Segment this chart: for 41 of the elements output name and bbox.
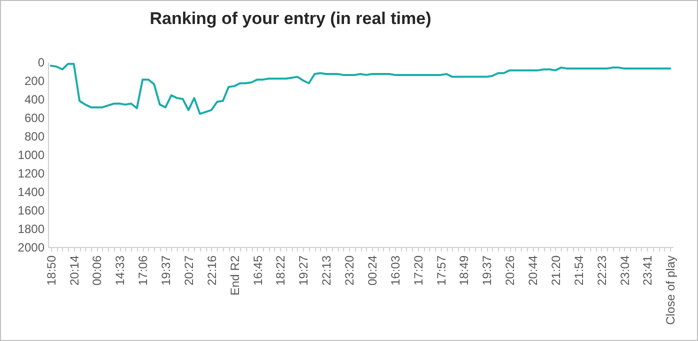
x-tick-label: 20:26: [503, 255, 518, 286]
x-tick-label: 18:22: [274, 255, 288, 286]
x-tick-label: Close of play: [664, 256, 678, 325]
x-tick-label: 16:03: [388, 255, 402, 286]
y-tick-label: 1600: [18, 204, 45, 218]
x-tick-label: 17:20: [411, 255, 426, 286]
y-tick-label: 600: [24, 111, 45, 125]
y-tick-label: 1000: [18, 148, 45, 162]
x-tick-label: 18:50: [44, 255, 58, 286]
y-tick-label: 400: [24, 92, 45, 106]
x-tick-label: 14:33: [113, 255, 128, 286]
x-tick-label: 21:20: [548, 255, 563, 286]
y-tick-label: 800: [24, 130, 45, 144]
x-tick-label: 20:44: [526, 255, 540, 286]
x-tick-label: 18:49: [457, 255, 472, 286]
x-tick-label: 00:06: [90, 255, 104, 286]
x-tick-label: 19:37: [480, 255, 494, 286]
y-tick-label: 1200: [18, 166, 45, 180]
x-tick-label: 23:04: [618, 255, 632, 286]
line-series: [50, 62, 672, 115]
x-tick-label: 21:54: [572, 255, 586, 286]
chart-title: Ranking of your entry (in real time): [150, 9, 432, 28]
x-tick-label: 16:45: [250, 255, 265, 286]
x-tick-label: 23:41: [640, 255, 655, 286]
x-tick-label: 19:37: [159, 255, 174, 286]
y-tick-label: 1400: [18, 185, 45, 199]
y-tick-label: 1800: [18, 222, 45, 236]
x-tick-label: 17:57: [434, 255, 448, 286]
x-tick-label: 00:24: [365, 255, 380, 286]
y-tick-label: 200: [24, 74, 45, 88]
x-tick-label: 20:27: [182, 255, 196, 286]
x-tick-label: 23:20: [342, 255, 357, 286]
x-tick-label: 22:16: [204, 255, 219, 286]
x-tick-label: 22:13: [320, 255, 334, 286]
x-tick-label: 20:14: [67, 255, 82, 286]
x-tick-label: End R2: [228, 255, 242, 296]
x-tick-label: 19:27: [296, 255, 311, 286]
x-tick-label: 17:06: [136, 255, 150, 286]
y-tick-label: 2000: [18, 240, 45, 254]
x-tick-label: 22:23: [594, 255, 609, 286]
y-tick-label: 0: [38, 56, 45, 70]
